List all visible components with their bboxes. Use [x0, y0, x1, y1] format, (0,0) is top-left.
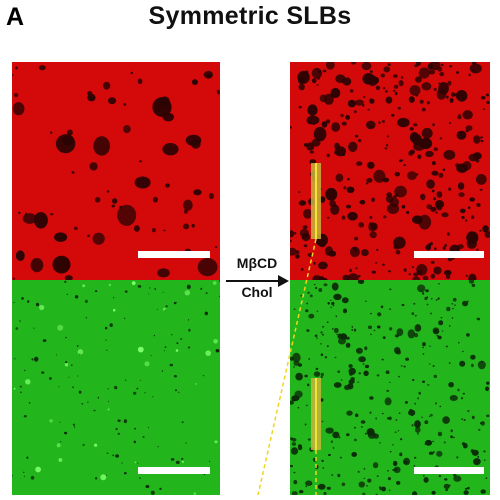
- micrograph-before-green: [12, 280, 220, 495]
- panel-letter: A: [6, 3, 25, 31]
- scale-bar: [414, 467, 484, 474]
- treatment-label-bottom: Chol: [241, 284, 273, 300]
- scale-bar: [138, 251, 210, 258]
- micrograph-after-red: [290, 62, 490, 280]
- figure-title: Symmetric SLBs: [148, 2, 352, 30]
- micrograph-before-red: [12, 62, 220, 280]
- scale-bar: [138, 467, 210, 474]
- treatment-label-top: MβCD: [236, 255, 278, 271]
- scale-bar: [414, 251, 484, 258]
- treatment-arrow: MβCD Chol: [222, 250, 292, 310]
- right-arrow-icon: [226, 280, 280, 282]
- micrograph-after-green: [290, 280, 490, 495]
